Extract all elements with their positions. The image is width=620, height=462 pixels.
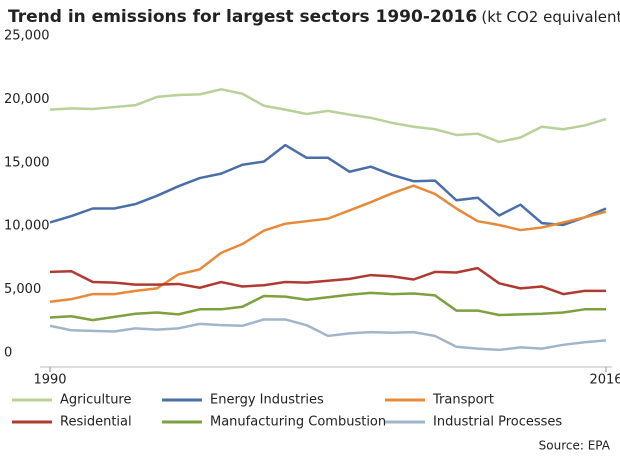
x-tick-label: 1990 bbox=[33, 373, 66, 388]
legend-label: Industrial Processes bbox=[433, 415, 562, 430]
legend-label: Residential bbox=[60, 415, 132, 430]
series-line bbox=[49, 184, 607, 303]
legend-label: Manufacturing Combustion bbox=[210, 415, 386, 430]
series-line bbox=[49, 318, 607, 352]
y-tick-label: 0 bbox=[4, 346, 12, 361]
series-line bbox=[49, 266, 606, 296]
y-tick-label: 10,000 bbox=[4, 219, 50, 234]
y-tick-label: 20,000 bbox=[4, 92, 50, 107]
source: Source: EPA bbox=[539, 439, 611, 453]
series-line bbox=[49, 88, 607, 144]
legend-label: Energy Industries bbox=[210, 393, 324, 408]
series-line bbox=[49, 143, 607, 227]
y-tick-label: 15,000 bbox=[4, 155, 50, 170]
y-tick-label: 25,000 bbox=[4, 29, 50, 44]
legend-label: Agriculture bbox=[60, 393, 132, 408]
chart-title-group: Trend in emissions for largest sectors 1… bbox=[8, 7, 620, 27]
x-tick-label: 2016 bbox=[589, 373, 620, 388]
legend-label: Transport bbox=[432, 393, 494, 408]
y-tick-label: 5,000 bbox=[4, 282, 41, 297]
chart-subtitle: (kt CO2 equivalent) bbox=[481, 8, 620, 26]
series-line bbox=[49, 291, 606, 322]
chart-title: Trend in emissions for largest sectors 1… bbox=[8, 7, 477, 27]
